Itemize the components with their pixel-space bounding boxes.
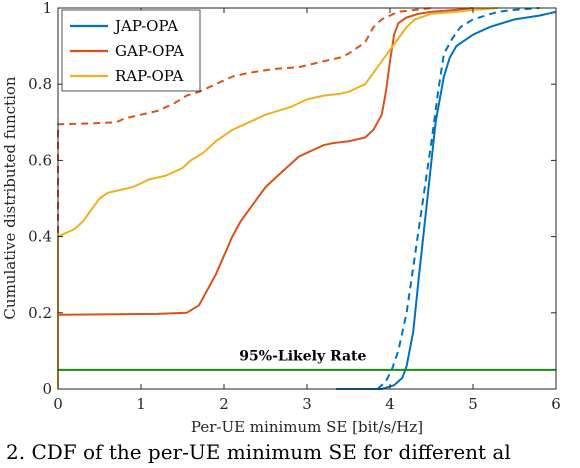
series-line-jap-opa xyxy=(336,10,557,390)
x-tick-label: 2 xyxy=(219,395,229,413)
y-axis-label: Cumulative distributed function xyxy=(1,76,19,319)
series-line-gap-opa xyxy=(57,7,474,389)
cdf-chart: 0 1 2 3 4 5 6 0 0.2 0.4 0.6 0.8 1 Per-UE minimum SE … xyxy=(1,0,561,436)
x-tick-label: 6 xyxy=(551,395,561,413)
x-tick-label: 5 xyxy=(468,395,478,413)
x-axis-label: Per-UE minimum SE [bit/s/Hz] xyxy=(191,418,423,436)
y-tick-label: 1 xyxy=(42,0,52,17)
series-line-rap-opa xyxy=(57,7,498,389)
y-tick-label: 0.8 xyxy=(28,75,52,93)
tick-layer: 0 1 2 3 4 5 6 0 0.2 0.4 0.6 0.8 1 xyxy=(28,0,561,413)
y-tick-label: 0.6 xyxy=(28,151,52,169)
x-tick-label: 0 xyxy=(53,395,63,413)
y-tick-label: 0.2 xyxy=(28,304,52,322)
y-tick-label: 0 xyxy=(42,380,52,398)
x-tick-label: 4 xyxy=(385,395,395,413)
x-tick-label: 1 xyxy=(136,395,146,413)
y-tick-label: 0.4 xyxy=(28,228,52,246)
legend: JAP-OPA GAP-OPA RAP-OPA xyxy=(61,9,201,92)
legend-label-jap-opa: JAP-OPA xyxy=(113,17,178,35)
legend-label-rap-opa: RAP-OPA xyxy=(115,67,183,85)
x-tick-label: 3 xyxy=(302,395,312,413)
series-line-jap-opa-dashed xyxy=(376,7,540,390)
figure-caption: 2. CDF of the per-UE minimum SE for diff… xyxy=(6,440,511,464)
legend-label-gap-opa: GAP-OPA xyxy=(115,42,184,60)
series-layer xyxy=(57,7,557,390)
annotation-95-likely-rate: 95%-Likely Rate xyxy=(239,348,366,364)
